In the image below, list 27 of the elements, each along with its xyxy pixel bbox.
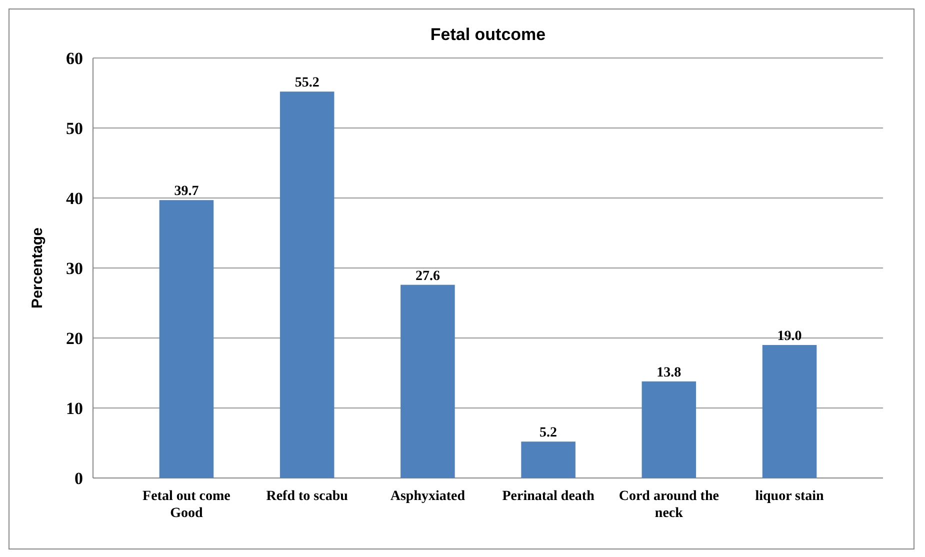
y-tick-label: 30 bbox=[66, 258, 83, 278]
y-axis-title: Percentage bbox=[29, 228, 46, 308]
x-tick-label: liquor stain bbox=[755, 489, 824, 504]
y-tick-label: 40 bbox=[66, 188, 83, 208]
x-tick-label: Perinatal death bbox=[502, 489, 595, 504]
data-label: 5.2 bbox=[540, 426, 558, 441]
x-tick-label: Refd to scabu bbox=[266, 489, 348, 504]
bar bbox=[280, 92, 334, 478]
chart-title: Fetal outcome bbox=[430, 25, 546, 44]
bar bbox=[521, 442, 576, 478]
x-tick-label: Cord around the neck bbox=[618, 489, 719, 521]
bar bbox=[400, 284, 455, 478]
y-tick-label: 10 bbox=[66, 398, 83, 418]
data-label: 19.0 bbox=[777, 329, 802, 344]
y-tick-label: 50 bbox=[66, 118, 83, 138]
bar bbox=[642, 381, 696, 478]
bar bbox=[762, 345, 817, 478]
data-label: 13.8 bbox=[656, 365, 682, 380]
y-tick-label: 0 bbox=[74, 468, 83, 488]
data-label: 27.6 bbox=[415, 268, 440, 284]
y-tick-label: 20 bbox=[66, 328, 83, 348]
y-tick-label: 60 bbox=[66, 48, 83, 68]
data-label: 55.2 bbox=[294, 76, 320, 91]
bar bbox=[159, 200, 214, 478]
x-tick-label: Fetal out come Good bbox=[142, 489, 230, 521]
x-tick-label: Asphyxiated bbox=[390, 489, 466, 504]
data-label: 39.7 bbox=[174, 184, 199, 200]
